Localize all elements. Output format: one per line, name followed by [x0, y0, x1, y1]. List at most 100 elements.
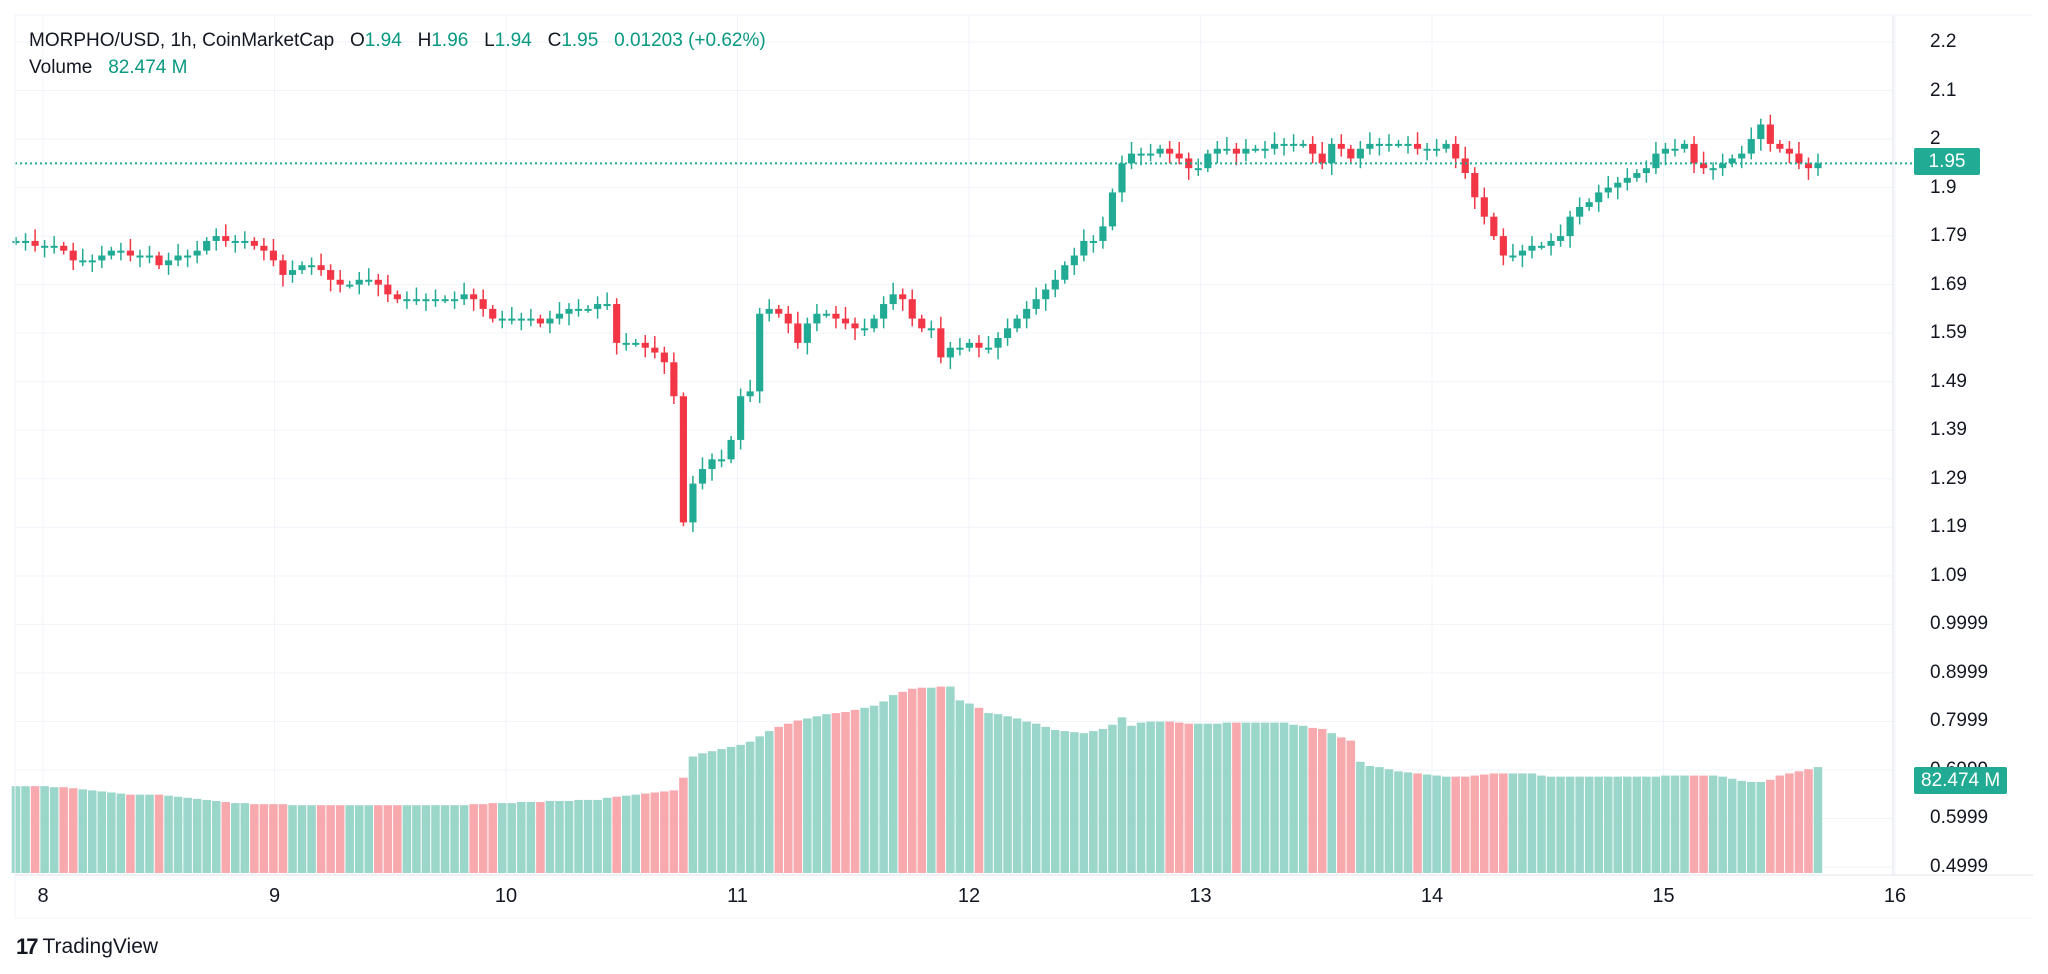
- volume-bar: [917, 687, 927, 873]
- candle-body: [1537, 245, 1546, 248]
- volume-bar: [1203, 723, 1213, 873]
- volume-bar: [231, 803, 240, 873]
- candle-body: [1013, 318, 1021, 329]
- volume-bar: [822, 714, 831, 873]
- volume-bar: [698, 753, 707, 873]
- close-value: 1.95: [561, 30, 599, 51]
- candle-body: [403, 299, 411, 302]
- volume-bar: [126, 794, 135, 873]
- candle-body: [1556, 236, 1565, 241]
- low-label: L: [484, 30, 495, 51]
- volume-bar: [183, 797, 192, 873]
- low-value: 1.94: [494, 30, 532, 51]
- candle-body: [1471, 173, 1479, 198]
- volume-bar: [1041, 726, 1050, 873]
- volume-bar: [107, 792, 116, 873]
- volume-bar: [936, 686, 946, 873]
- candle-body: [965, 342, 974, 348]
- candle-body: [1032, 299, 1040, 309]
- candle-body: [1108, 192, 1117, 227]
- candle-body: [1137, 153, 1145, 156]
- candle-body: [1804, 163, 1813, 169]
- volume-bar: [679, 777, 688, 873]
- candle-body: [1070, 255, 1078, 266]
- candle-body: [1042, 289, 1050, 300]
- volume-bar: [1708, 775, 1718, 873]
- volume-bar: [1766, 779, 1775, 873]
- candle-body: [1051, 279, 1059, 290]
- candle-body: [1499, 236, 1507, 256]
- volume-bar: [202, 799, 211, 873]
- candle-body: [994, 338, 1002, 348]
- candle-body: [184, 255, 192, 258]
- volume-bar: [736, 744, 745, 873]
- candle-body: [288, 270, 297, 275]
- candle-body: [107, 250, 115, 256]
- candle-body: [784, 313, 792, 324]
- candle-body: [1785, 148, 1793, 154]
- candle-body: [79, 260, 87, 263]
- volume-bar: [583, 799, 593, 873]
- volume-bar: [965, 703, 974, 873]
- volume-bar: [1089, 731, 1098, 873]
- candle-body: [21, 240, 30, 243]
- volume-bar: [955, 700, 965, 873]
- candle-body: [536, 318, 544, 324]
- date-tick-label: 8: [37, 885, 49, 907]
- volume-bar: [1613, 776, 1623, 873]
- candle-body: [813, 313, 821, 324]
- tradingview-logo-icon: 17: [16, 934, 39, 959]
- candle-body: [1328, 143, 1336, 164]
- volume-bar: [1165, 721, 1174, 873]
- volume-bar: [1727, 778, 1737, 873]
- candle-body: [1776, 143, 1784, 149]
- volume-bar: [1346, 740, 1356, 873]
- volume-bar: [1031, 723, 1041, 873]
- candle-body: [1661, 148, 1670, 154]
- candle-body: [489, 308, 497, 319]
- candle-body: [269, 250, 278, 261]
- candle-body: [1480, 197, 1488, 217]
- volume-bar: [154, 794, 164, 873]
- volume-bar: [269, 804, 278, 873]
- candle-body: [88, 260, 96, 263]
- volume-bar: [1146, 721, 1155, 873]
- candle-body: [384, 284, 392, 295]
- volume-bar: [526, 802, 536, 873]
- volume-bar: [1222, 722, 1232, 873]
- volume-bar: [1508, 773, 1518, 873]
- volume-bar: [545, 800, 555, 873]
- volume-bar: [1556, 776, 1565, 873]
- candle-body: [1633, 173, 1641, 178]
- price-tick-label: 1.19: [1930, 516, 1967, 538]
- volume-bar: [1441, 776, 1451, 873]
- volume-bar: [354, 805, 364, 873]
- volume-bar: [1136, 722, 1146, 873]
- candle-body: [1318, 153, 1326, 164]
- volume-bar: [116, 793, 126, 873]
- change-value: 0.01203 (+0.62%): [614, 30, 766, 51]
- candle-body: [307, 265, 316, 268]
- candle-body: [632, 342, 640, 345]
- candle-body: [765, 308, 773, 314]
- volume-bar: [784, 723, 793, 873]
- volume-bar: [564, 800, 574, 873]
- candle-body: [1614, 182, 1622, 188]
- candle-body: [174, 255, 182, 261]
- candle-body: [212, 236, 220, 241]
- volume-bar: [1012, 718, 1022, 873]
- volume-bar: [860, 707, 869, 873]
- volume-bar: [641, 793, 650, 873]
- volume-bar: [1260, 722, 1270, 873]
- volume-bar: [1527, 773, 1537, 873]
- candle-body: [1156, 148, 1164, 154]
- candle-body: [1290, 143, 1298, 146]
- candle-body: [670, 362, 678, 397]
- candle-body: [1442, 143, 1450, 149]
- tradingview-logo[interactable]: 17 TradingView: [16, 934, 158, 960]
- volume-bar: [1651, 776, 1661, 873]
- volume-bar: [1756, 781, 1766, 873]
- candle-body: [431, 299, 440, 302]
- price-tick-label: 2: [1930, 128, 1941, 150]
